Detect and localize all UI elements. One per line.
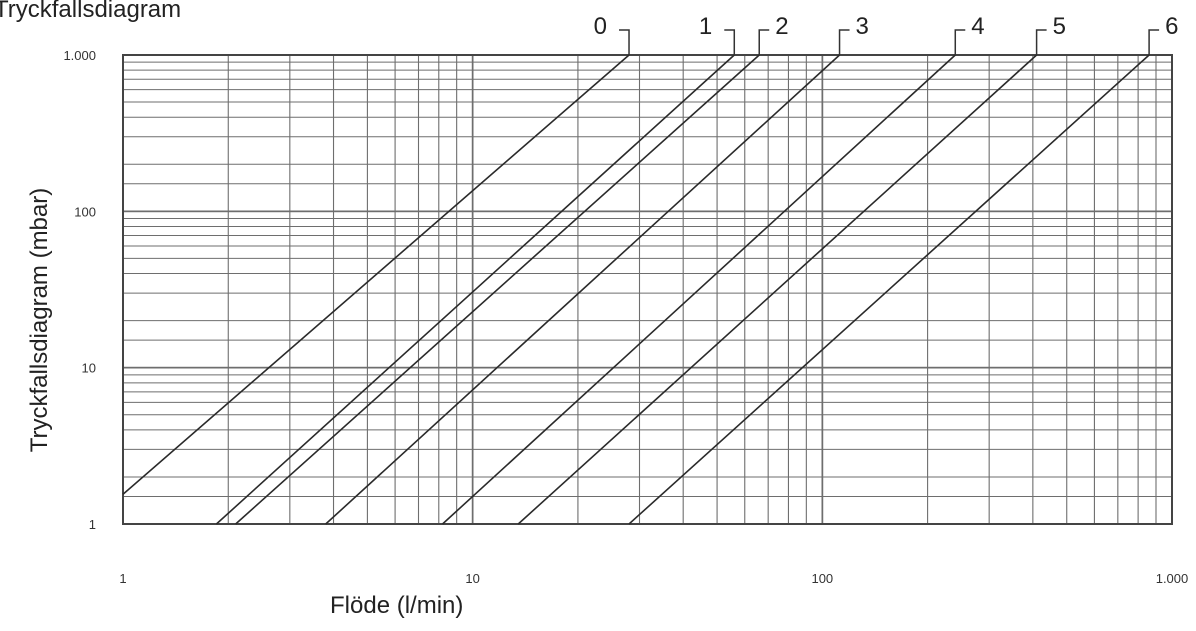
series-label-bracket-2: [758, 29, 770, 55]
series-line-0: [122, 54, 630, 495]
y-tick-label: 100: [74, 204, 96, 219]
series-line-5: [517, 54, 1038, 525]
series-line-3: [325, 54, 841, 525]
series-line-6: [628, 54, 1150, 525]
series-label-6: 6: [1165, 13, 1178, 40]
tick-labels: 1 10 100 1.000 1 10 100 1.000: [63, 48, 1188, 586]
series-label-bracket-5: [1035, 29, 1047, 55]
series-lines: [122, 54, 1150, 525]
y-tick-label: 1.000: [63, 48, 96, 63]
plot-frame: [122, 54, 1173, 525]
series-line-2: [235, 54, 760, 525]
grid: [122, 54, 1173, 525]
series-label-2: 2: [775, 13, 788, 40]
x-tick-label: 1.000: [1156, 571, 1189, 586]
y-tick-label: 1: [89, 517, 96, 532]
series-label-4: 4: [971, 13, 984, 40]
x-axis-label: Flöde (l/min): [330, 592, 464, 619]
x-tick-label: 100: [811, 571, 833, 586]
series-label-bracket-0: [619, 29, 630, 55]
series-label-bracket-1: [724, 29, 736, 55]
series-label-5: 5: [1053, 13, 1066, 40]
x-tick-label: 1: [119, 571, 126, 586]
series-label-3: 3: [856, 13, 869, 40]
series-line-4: [441, 54, 956, 525]
series-label-1: 1: [699, 13, 712, 40]
series-label-bracket-6: [1148, 29, 1160, 55]
chart-title: Tryckfallsdiagram: [0, 0, 182, 23]
x-tick-label: 10: [465, 571, 479, 586]
y-tick-label: 10: [82, 361, 96, 376]
series-line-1: [215, 54, 735, 525]
plot-border: [122, 54, 1173, 525]
series-label-bracket-4: [954, 29, 966, 55]
series-label-bracket-3: [838, 29, 850, 55]
series-markers: 0 1 2 3 4 5 6: [594, 13, 1178, 55]
series-label-0: 0: [594, 13, 607, 40]
